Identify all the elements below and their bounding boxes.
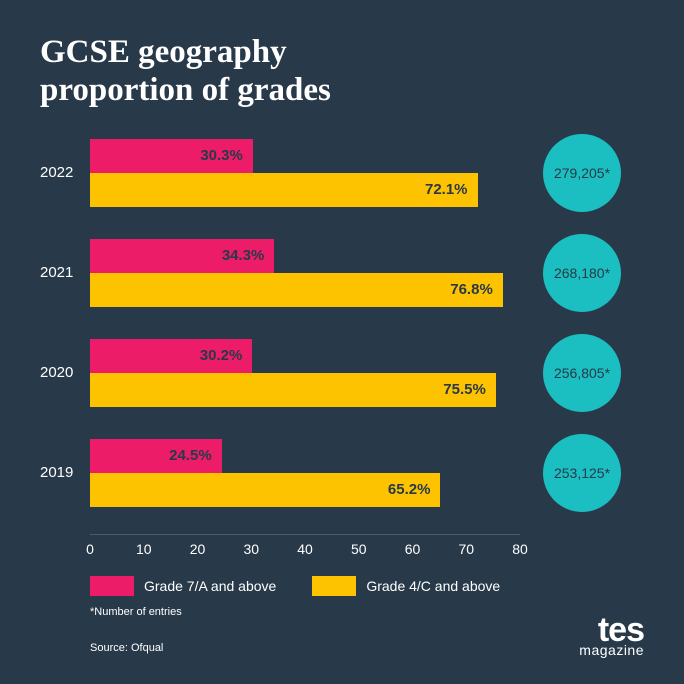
axis-tick: 30 bbox=[243, 541, 259, 557]
logo-line1: tes bbox=[579, 617, 644, 644]
bar-value: 76.8% bbox=[450, 281, 493, 298]
axis-tick: 80 bbox=[512, 541, 528, 557]
bar-value: 24.5% bbox=[169, 447, 212, 464]
bar-value: 65.2% bbox=[388, 481, 431, 498]
axis-tick: 70 bbox=[458, 541, 474, 557]
bar-chart: 2022 30.3% 72.1% 279,205* 2021 34.3% 76.… bbox=[40, 134, 644, 654]
footnote: *Number of entries bbox=[90, 606, 644, 618]
legend-item-grade4: Grade 4/C and above bbox=[312, 576, 500, 596]
source-text: Source: Ofqual bbox=[90, 642, 644, 654]
chart-row: 2021 34.3% 76.8% 268,180* bbox=[40, 234, 644, 312]
year-label: 2022 bbox=[40, 164, 90, 181]
axis-tick: 40 bbox=[297, 541, 313, 557]
bar-value: 30.3% bbox=[200, 147, 243, 164]
year-label: 2020 bbox=[40, 364, 90, 381]
legend-swatch bbox=[90, 576, 134, 596]
axis-tick: 10 bbox=[136, 541, 152, 557]
entries-circle: 279,205* bbox=[543, 134, 621, 212]
title-line-1: GCSE geography bbox=[40, 34, 287, 70]
legend: Grade 7/A and above Grade 4/C and above bbox=[90, 576, 644, 596]
chart-row: 2019 24.5% 65.2% 253,125* bbox=[40, 434, 644, 512]
year-label: 2021 bbox=[40, 264, 90, 281]
legend-item-grade7: Grade 7/A and above bbox=[90, 576, 276, 596]
page-title: GCSE geography proportion of grades bbox=[40, 34, 644, 110]
axis-tick: 0 bbox=[86, 541, 94, 557]
bar-grade7: 30.3% bbox=[90, 139, 253, 173]
entries-circle: 253,125* bbox=[543, 434, 621, 512]
title-line-2: proportion of grades bbox=[40, 72, 331, 108]
bar-grade7: 34.3% bbox=[90, 239, 274, 273]
bar-grade7: 30.2% bbox=[90, 339, 252, 373]
legend-swatch bbox=[312, 576, 356, 596]
entries-circle: 256,805* bbox=[543, 334, 621, 412]
legend-label: Grade 4/C and above bbox=[366, 578, 500, 594]
bar-value: 75.5% bbox=[443, 381, 486, 398]
bar-grade4: 65.2% bbox=[90, 473, 440, 507]
tes-logo: tes magazine bbox=[579, 617, 644, 658]
bar-value: 30.2% bbox=[200, 347, 243, 364]
entries-value: 253,125* bbox=[554, 465, 610, 481]
axis-tick: 50 bbox=[351, 541, 367, 557]
entries-circle: 268,180* bbox=[543, 234, 621, 312]
entries-value: 268,180* bbox=[554, 265, 610, 281]
entries-value: 256,805* bbox=[554, 365, 610, 381]
bar-grade4: 75.5% bbox=[90, 373, 496, 407]
entries-value: 279,205* bbox=[554, 165, 610, 181]
axis-tick: 60 bbox=[405, 541, 421, 557]
bar-grade4: 72.1% bbox=[90, 173, 478, 207]
bar-value: 72.1% bbox=[425, 181, 468, 198]
legend-label: Grade 7/A and above bbox=[144, 578, 276, 594]
chart-row: 2020 30.2% 75.5% 256,805* bbox=[40, 334, 644, 412]
year-label: 2019 bbox=[40, 464, 90, 481]
x-axis: 0 10 20 30 40 50 60 70 80 bbox=[90, 534, 520, 564]
chart-row: 2022 30.3% 72.1% 279,205* bbox=[40, 134, 644, 212]
axis-tick: 20 bbox=[190, 541, 206, 557]
bar-grade4: 76.8% bbox=[90, 273, 503, 307]
bar-value: 34.3% bbox=[222, 247, 265, 264]
logo-line2: magazine bbox=[579, 642, 644, 658]
bar-grade7: 24.5% bbox=[90, 439, 222, 473]
